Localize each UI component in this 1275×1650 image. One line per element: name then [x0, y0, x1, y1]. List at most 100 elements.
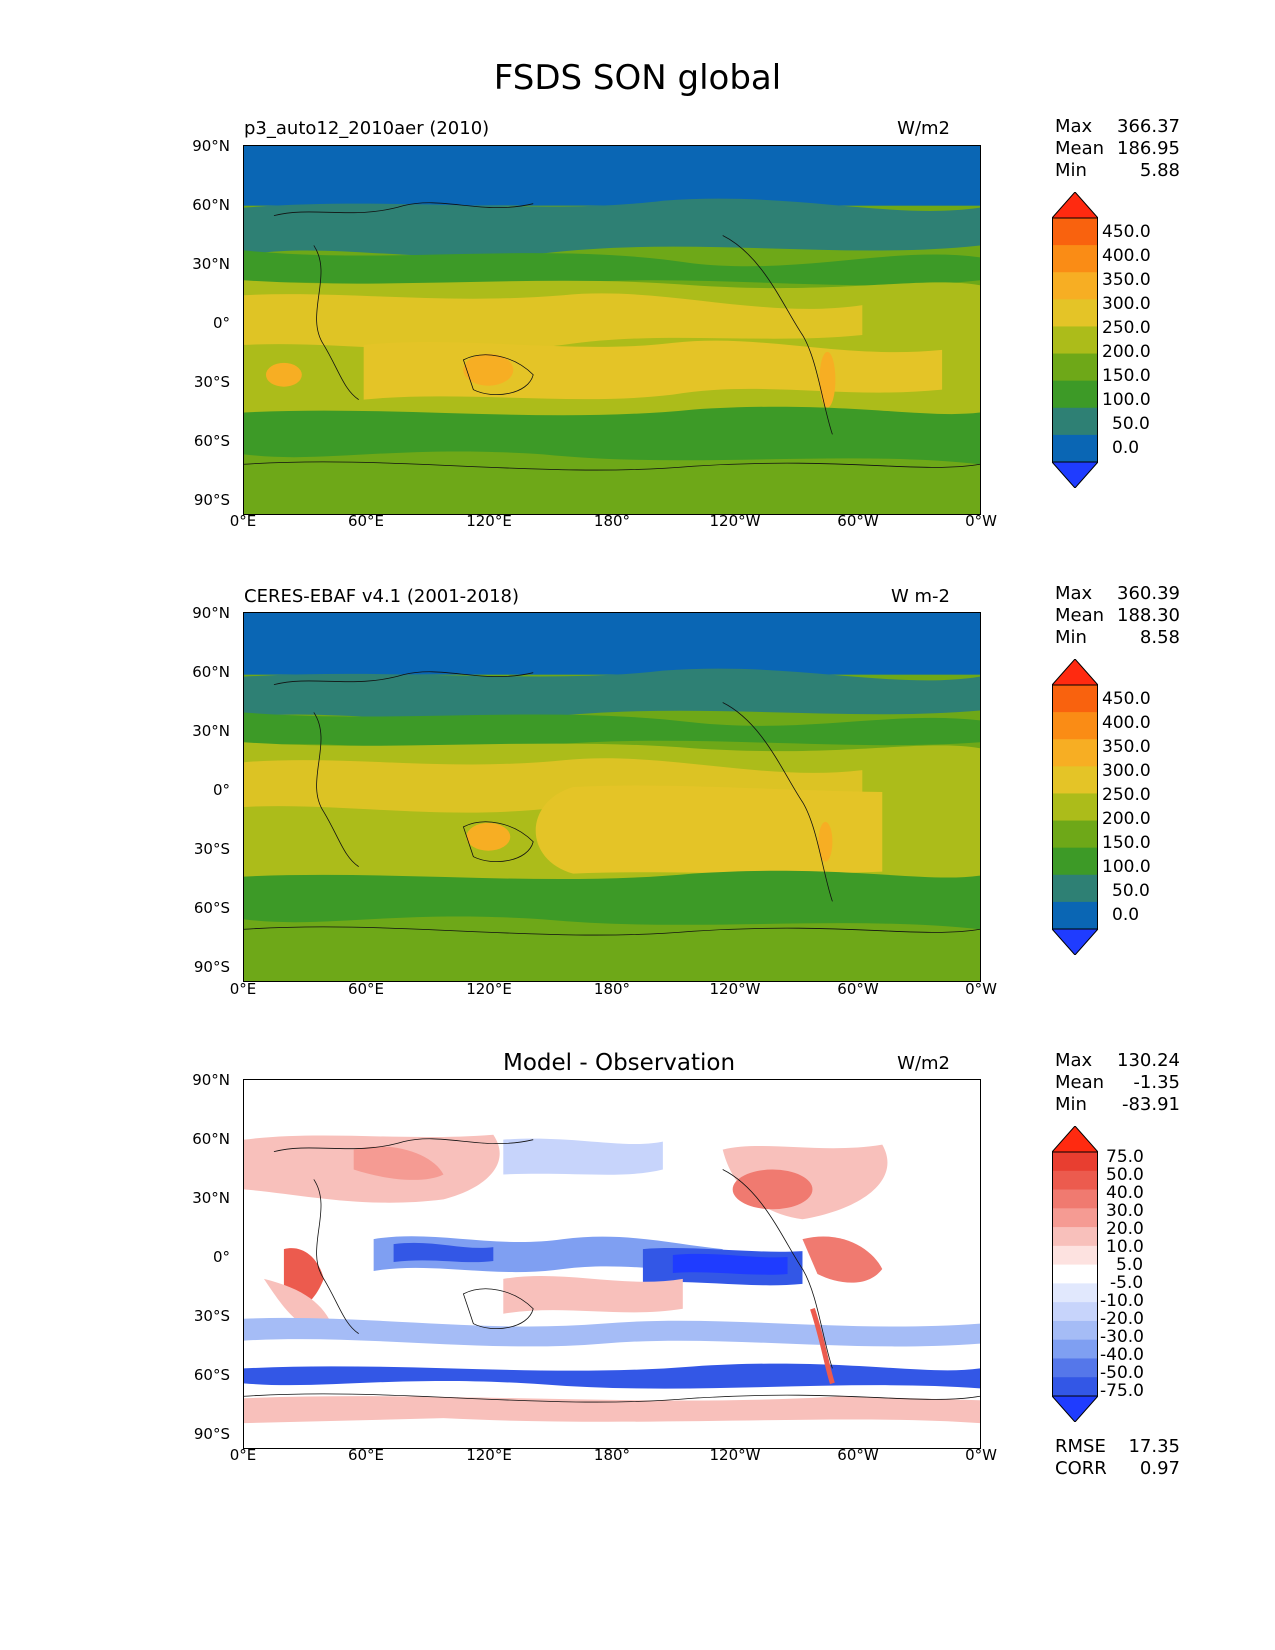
p2-lon-60w: 60°W: [837, 980, 879, 998]
panel2-colorbar: [1052, 659, 1098, 955]
p1-max-value: 366.37: [1117, 116, 1180, 137]
panel2-colorbar-segment: [1052, 793, 1098, 822]
p2-cb-label: 250.0: [1102, 785, 1151, 805]
p2-lat-60n: 60°N: [192, 663, 230, 681]
p3-cb-label: 75.0: [1106, 1147, 1144, 1167]
p2-mean-label: Mean: [1055, 605, 1105, 626]
p1-max-label: Max: [1055, 116, 1093, 137]
p1-min-label: Min: [1055, 160, 1087, 181]
p2-cb-label: 0.0: [1112, 905, 1140, 925]
p3-cb-label: -50.0: [1100, 1363, 1144, 1383]
panel2-colorbar-segment: [1052, 901, 1098, 930]
p1-lon-120w: 120°W: [709, 512, 761, 530]
panel1-units: W/m2: [897, 118, 950, 139]
p3-cb-label: 40.0: [1106, 1183, 1144, 1203]
p2-lat-30s: 30°S: [193, 840, 230, 858]
p3-max-value: 130.24: [1117, 1050, 1180, 1071]
p3-min-value: -83.91: [1121, 1094, 1180, 1115]
panel2-colorbar-segment: [1052, 685, 1098, 713]
panel1-colorbar-segment: [1052, 326, 1098, 355]
p3-cb-label: -20.0: [1100, 1309, 1144, 1329]
panel1-map: [243, 145, 981, 515]
p1-lat-eq: 0°: [212, 314, 230, 332]
p2-cb-label: 450.0: [1102, 689, 1151, 709]
panel1-colorbar-segment: [1052, 272, 1098, 300]
panel1-colorbar-extend-max: [1052, 192, 1098, 219]
rmse-value: 17.35: [1128, 1436, 1180, 1457]
p3-cb-label: -30.0: [1100, 1327, 1144, 1347]
panel3-colorbar-segment: [1052, 1208, 1098, 1228]
p1-cb-label: 250.0: [1102, 318, 1151, 338]
p1-lat-90s: 90°S: [193, 491, 230, 509]
p3-cb-label: 50.0: [1106, 1165, 1144, 1185]
p1-lat-30s: 30°S: [193, 373, 230, 391]
p3-lat-90s: 90°S: [193, 1425, 230, 1443]
p1-lat-30n: 30°N: [192, 255, 230, 273]
panel3-colorbar-extend-min: [1052, 1395, 1098, 1422]
p1-cb-label: 300.0: [1102, 294, 1151, 314]
p1-min-value: 5.88: [1139, 160, 1180, 181]
p3-lon-180: 180°: [593, 1446, 631, 1464]
p1-lat-60n: 60°N: [192, 196, 230, 214]
p1-cb-label: 50.0: [1112, 414, 1150, 434]
panel3-colorbar-frame: [1052, 1151, 1098, 1397]
panel3-colorbar-segment: [1052, 1358, 1098, 1378]
p3-cb-label: 30.0: [1106, 1201, 1144, 1221]
panel3-colorbar-extend-max: [1052, 1126, 1098, 1153]
panel3-units: W/m2: [897, 1053, 950, 1074]
p3-lat-60s: 60°S: [193, 1366, 230, 1384]
panel1-colorbar-segment: [1052, 245, 1098, 273]
p1-mean-value: 186.95: [1117, 138, 1180, 159]
panel2-colorbar-segment: [1052, 712, 1098, 740]
panel2-colorbar-segment: [1052, 874, 1098, 903]
panel3-map: [243, 1079, 981, 1449]
p1-cb-label: 350.0: [1102, 270, 1151, 290]
panel2-colorbar-segment: [1052, 820, 1098, 849]
p2-lat-eq: 0°: [212, 781, 230, 799]
p2-mean-value: 188.30: [1117, 605, 1180, 626]
panel1-title: p3_auto12_2010aer (2010): [244, 118, 490, 139]
p2-lon-0e: 0°E: [229, 980, 257, 998]
panel3-colorbar: [1052, 1126, 1098, 1422]
corr-label: CORR: [1055, 1458, 1107, 1479]
p2-lat-90n: 90°N: [192, 604, 230, 622]
p1-cb-label: 150.0: [1102, 366, 1151, 386]
panel1-colorbar-frame: [1052, 217, 1098, 463]
p2-lon-0w: 0°W: [965, 980, 997, 998]
panel2-stats: Max 360.39 Mean 188.30 Min 8.58: [1055, 583, 1180, 649]
p3-lat-eq: 0°: [212, 1248, 230, 1266]
panel2-colorbar-segment: [1052, 847, 1098, 876]
panel3-colorbar-segment: [1052, 1189, 1098, 1209]
p1-lon-180: 180°: [593, 512, 631, 530]
panel3-metrics: RMSE 17.35 CORR 0.97: [1055, 1436, 1180, 1480]
p1-mean-label: Mean: [1055, 138, 1105, 159]
p2-cb-label: 200.0: [1102, 809, 1151, 829]
p3-lat-60n: 60°N: [192, 1130, 230, 1148]
p2-cb-label: 300.0: [1102, 761, 1151, 781]
panel2-units: W m-2: [890, 586, 950, 607]
p2-cb-label: 100.0: [1102, 857, 1151, 877]
panel3-colorbar-segment: [1052, 1320, 1098, 1341]
p3-lat-90n: 90°N: [192, 1071, 230, 1089]
p2-cb-label: 150.0: [1102, 833, 1151, 853]
p1-cb-label: 450.0: [1102, 222, 1151, 242]
p1-lat-60s: 60°S: [193, 432, 230, 450]
panel2-colorbar-extend-max: [1052, 659, 1098, 686]
p2-lon-60e: 60°E: [347, 980, 385, 998]
panel1-colorbar-extend-min: [1052, 461, 1098, 488]
p3-lat-30s: 30°S: [193, 1307, 230, 1325]
p3-lon-60e: 60°E: [347, 1446, 385, 1464]
p1-lon-0e: 0°E: [229, 512, 257, 530]
p3-mean-label: Mean: [1055, 1072, 1105, 1093]
p3-mean-value: -1.35: [1133, 1072, 1180, 1093]
p1-cb-label: 400.0: [1102, 246, 1151, 266]
p3-min-label: Min: [1055, 1094, 1087, 1115]
panel3-title: Model - Observation: [503, 1050, 736, 1076]
p3-cb-label: 10.0: [1106, 1237, 1144, 1257]
p1-cb-label: 0.0: [1112, 438, 1140, 458]
panel3-colorbar-segment: [1052, 1227, 1098, 1247]
p2-lon-180: 180°: [593, 980, 631, 998]
panel1-colorbar-segment: [1052, 407, 1098, 436]
p1-lon-60e: 60°E: [347, 512, 385, 530]
panel2-colorbar-frame: [1052, 684, 1098, 930]
